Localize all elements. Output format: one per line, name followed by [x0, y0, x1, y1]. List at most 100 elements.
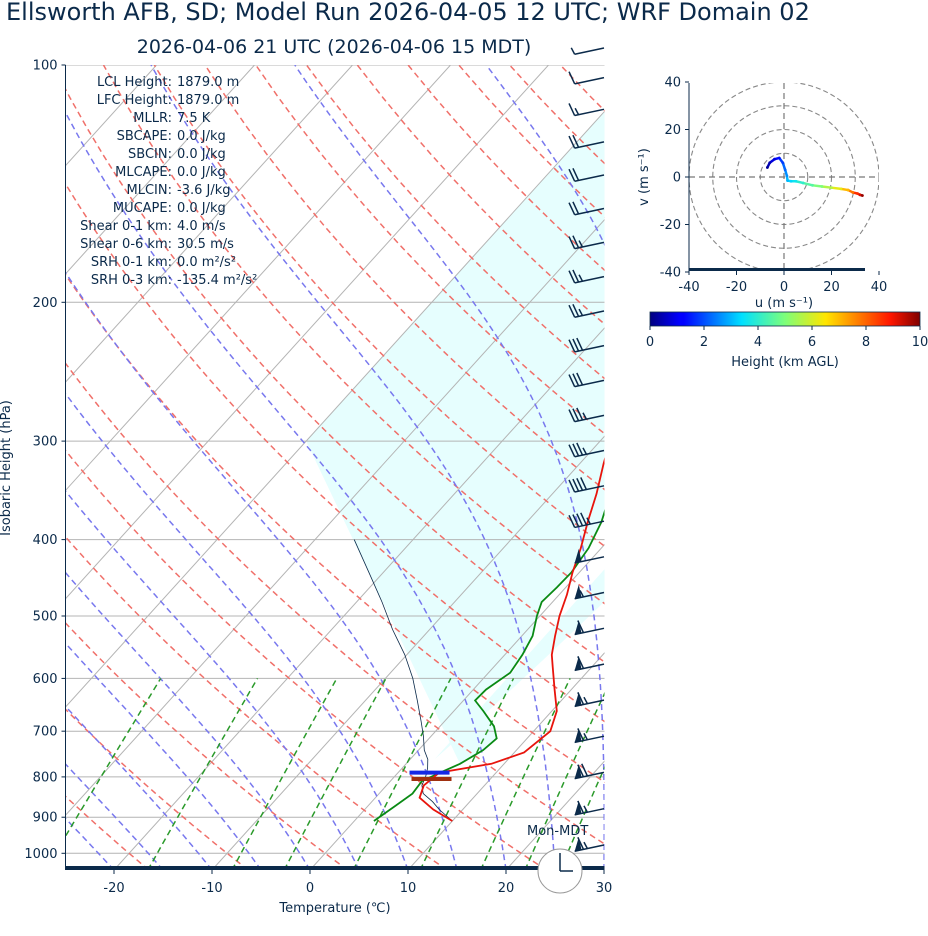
wind-barb [568, 477, 605, 493]
dry-adiabat-line [662, 65, 928, 870]
colorbar-tick-label: 8 [862, 335, 870, 350]
isobar-gridlines [65, 65, 605, 854]
hodograph-point [860, 194, 864, 197]
y-tick-label: 400 [33, 533, 58, 548]
hodograph-point [789, 179, 793, 183]
dry-adiabat-line [611, 65, 928, 870]
isotherm-line [65, 65, 255, 275]
hodograph-point [794, 179, 798, 183]
dry-adiabat-line [65, 795, 150, 870]
wind-barb [574, 548, 605, 564]
colorbar-tick-label: 4 [754, 335, 762, 350]
mixing-ratio-line [419, 678, 515, 870]
moist-adiabat-line [65, 642, 262, 870]
mixing-ratio-line [147, 678, 259, 870]
index-label: MLCAPE: [115, 165, 172, 180]
wind-barb [568, 337, 605, 353]
hodograph-x-tick-label: -20 [726, 280, 747, 295]
hodograph-x-tick-label: 20 [823, 280, 840, 295]
mixing-ratio-line [283, 678, 387, 870]
hodograph-point [820, 185, 824, 188]
chart-title: Ellsworth AFB, SD; Model Run 2026-04-05 … [6, 0, 810, 26]
isotherm-line [113, 327, 605, 870]
index-value: 30.5 m/s [177, 237, 234, 252]
index-value: 0.0 J/kg [177, 147, 226, 162]
moist-adiabat-line [65, 763, 164, 870]
dry-adiabat-line [65, 621, 349, 870]
hodograph-point [811, 183, 814, 187]
x-axis-ticks: -20 -10 0 10 20 30 [103, 870, 612, 896]
hodograph-segment [801, 181, 814, 187]
y-tick-label: 1000 [24, 847, 57, 862]
hodograph-y-tick-label: 40 [664, 76, 681, 91]
wind-barb [574, 620, 605, 636]
y-tick-label: 900 [33, 811, 58, 826]
x-tick-label: 30 [596, 881, 613, 896]
index-label: MUCAPE: [113, 201, 172, 216]
isotherm-line [65, 65, 549, 600]
temperature-profile-line [418, 457, 605, 822]
wind-barb [568, 303, 605, 318]
dry-adiabat-line [559, 65, 605, 112]
hodograph-y-tick-label: -40 [660, 266, 681, 281]
hodograph-point [851, 191, 855, 194]
wind-barb [570, 47, 605, 55]
index-value: -3.6 J/kg [177, 183, 231, 198]
index-label: MLCIN: [127, 183, 172, 198]
hodograph-point [830, 186, 833, 190]
wind-barb [574, 656, 605, 672]
wind-barb [574, 692, 605, 708]
index-value: 0.0 J/kg [177, 165, 226, 180]
hodograph-trace [765, 156, 864, 197]
y-tick-label: 200 [33, 296, 58, 311]
hodograph-point [856, 192, 860, 196]
isotherm-line [65, 110, 605, 708]
dry-adiabats [65, 65, 928, 870]
hodograph-point [781, 161, 785, 165]
hodograph-ring [712, 105, 856, 249]
indices-panel: LCL Height: 1879.0 m LFC Height: 1879.0 m ML… [80, 75, 257, 288]
hodograph-point [777, 156, 781, 160]
x-tick-label: -10 [201, 881, 222, 896]
x-tick-label: 20 [498, 881, 515, 896]
height-colorbar: 0 2 4 6 8 10 Height (km AGL) [646, 311, 928, 370]
hodograph-point [785, 174, 789, 178]
index-label: Shear 0-1 km: [80, 219, 172, 234]
hodograph-point [786, 179, 789, 182]
index-value: 1879.0 m [177, 93, 239, 108]
y-tick-label: 700 [33, 725, 58, 740]
wind-barb [568, 442, 605, 458]
mixing-ratio-line [352, 678, 452, 870]
isotherm-gridlines [65, 65, 605, 870]
hodograph-x-tick-label: -40 [678, 280, 699, 295]
index-label: SRH 0-3 km: [91, 273, 172, 288]
y-tick-label: 800 [33, 770, 58, 785]
mixing-ratio-line [524, 691, 605, 870]
colorbar-tick-label: 2 [700, 335, 708, 350]
wind-barbs [568, 47, 605, 852]
dry-adiabat-line [65, 362, 605, 845]
colorbar-tick-label: 10 [912, 335, 928, 350]
index-value: 7.5 K [177, 111, 211, 126]
hodograph-point [773, 157, 776, 161]
moist-adiabat-line [65, 110, 507, 870]
index-label: LCL Height: [97, 75, 172, 90]
isotherm-line [65, 218, 605, 817]
index-label: Shear 0-6 km: [80, 237, 172, 252]
moist-adiabat-line [65, 817, 115, 870]
hodograph-point [801, 181, 805, 185]
index-label: LFC Height: [97, 93, 172, 108]
isotherm-line [65, 65, 451, 492]
x-tick-label: 10 [400, 881, 417, 896]
index-value: 4.0 m/s [177, 219, 226, 234]
dry-adiabat-line [65, 535, 448, 870]
clock-icon [537, 848, 583, 894]
hodograph-bottom-bar [689, 268, 865, 271]
y-axis-ticks: 100 200 300 400 500 600 700 800 900 1000 [24, 59, 66, 862]
wind-barb [568, 407, 605, 423]
hodograph-y-label: v (m s⁻¹) [637, 148, 652, 206]
clock-label: Mon-MDT [527, 824, 588, 839]
hodograph-point [765, 166, 769, 169]
wind-barb [568, 235, 605, 250]
